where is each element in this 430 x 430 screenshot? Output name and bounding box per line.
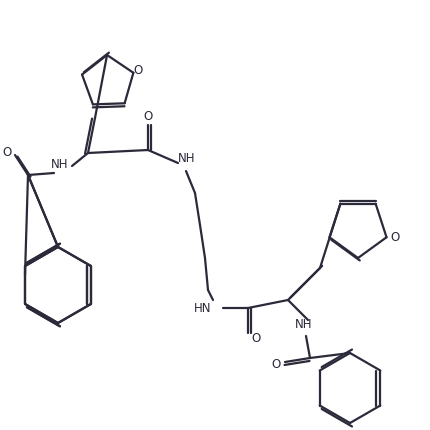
Text: O: O: [134, 64, 143, 77]
Text: NH: NH: [295, 319, 313, 332]
Text: O: O: [3, 147, 12, 160]
Text: O: O: [271, 357, 281, 371]
Text: O: O: [143, 111, 153, 123]
Text: NH: NH: [178, 153, 196, 166]
Text: HN: HN: [194, 301, 212, 314]
Text: O: O: [390, 231, 399, 244]
Text: O: O: [252, 332, 261, 345]
Text: NH: NH: [51, 157, 69, 171]
